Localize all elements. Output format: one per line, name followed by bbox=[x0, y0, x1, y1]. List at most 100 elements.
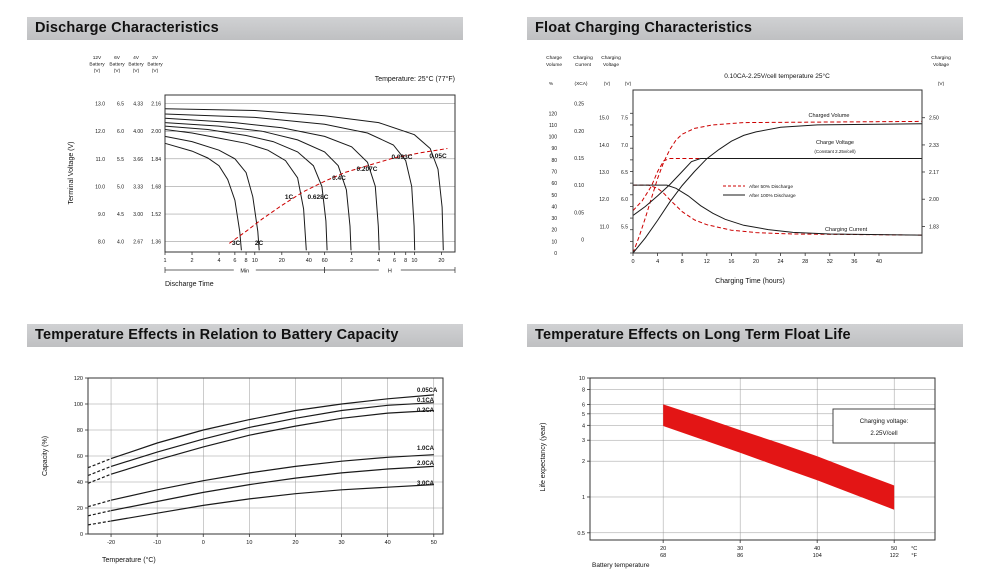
svg-text:40: 40 bbox=[814, 546, 820, 552]
svg-text:(V): (V) bbox=[604, 81, 611, 87]
svg-text:0.4C: 0.4C bbox=[332, 175, 346, 182]
svg-text:Battery: Battery bbox=[109, 62, 125, 68]
svg-text:0.05CA: 0.05CA bbox=[417, 388, 438, 394]
svg-text:1.83: 1.83 bbox=[929, 224, 939, 230]
svg-text:4.5: 4.5 bbox=[117, 212, 124, 218]
svg-text:3.00: 3.00 bbox=[133, 212, 143, 218]
section-header-temperature-capacity: Temperature Effects in Relation to Batte… bbox=[27, 324, 463, 347]
svg-text:Discharge Time: Discharge Time bbox=[165, 281, 214, 288]
section-header-float-life: Temperature Effects on Long Term Float L… bbox=[527, 324, 963, 347]
svg-text:12.0: 12.0 bbox=[95, 129, 105, 135]
svg-text:0.10: 0.10 bbox=[574, 183, 584, 189]
svg-text:Temperature (°C): Temperature (°C) bbox=[102, 556, 156, 564]
svg-text:4: 4 bbox=[582, 423, 585, 429]
svg-text:100: 100 bbox=[74, 402, 83, 408]
svg-text:28: 28 bbox=[802, 259, 808, 265]
svg-text:11.0: 11.0 bbox=[96, 157, 106, 163]
svg-text:6.0: 6.0 bbox=[621, 197, 628, 203]
svg-text:0.1CA: 0.1CA bbox=[417, 398, 435, 404]
svg-text:(V): (V) bbox=[938, 81, 945, 87]
svg-text:%: % bbox=[549, 81, 554, 87]
svg-text:3.33: 3.33 bbox=[133, 184, 143, 190]
svg-text:16: 16 bbox=[728, 259, 734, 265]
svg-text:4: 4 bbox=[377, 258, 380, 264]
svg-text:3C: 3C bbox=[232, 240, 241, 247]
svg-text:Temperature: 25°C (77°F): Temperature: 25°C (77°F) bbox=[375, 75, 455, 83]
float-life-chart: 206830864010450122°C°F1086543210.5Chargi… bbox=[540, 376, 936, 569]
svg-text:68: 68 bbox=[660, 553, 666, 559]
svg-text:32: 32 bbox=[827, 259, 833, 265]
svg-text:0.628C: 0.628C bbox=[308, 194, 329, 201]
svg-text:3.66: 3.66 bbox=[133, 157, 143, 163]
svg-text:Battery temperature: Battery temperature bbox=[592, 562, 650, 569]
svg-text:50: 50 bbox=[891, 546, 897, 552]
svg-text:3: 3 bbox=[582, 438, 585, 444]
svg-text:8: 8 bbox=[245, 258, 248, 264]
svg-text:1C: 1C bbox=[285, 194, 294, 201]
svg-text:2V: 2V bbox=[152, 55, 159, 61]
svg-text:10: 10 bbox=[551, 239, 557, 245]
svg-text:Terminal Voltage (V): Terminal Voltage (V) bbox=[68, 141, 75, 204]
svg-text:20: 20 bbox=[438, 258, 444, 264]
svg-text:15.0: 15.0 bbox=[599, 116, 609, 122]
svg-text:20: 20 bbox=[753, 259, 759, 265]
svg-text:5.5: 5.5 bbox=[621, 224, 628, 230]
svg-text:Battery: Battery bbox=[128, 62, 144, 68]
svg-text:30: 30 bbox=[551, 216, 557, 222]
svg-text:2.00: 2.00 bbox=[929, 197, 939, 203]
svg-text:Voltage: Voltage bbox=[603, 62, 619, 68]
svg-text:Charging voltage:: Charging voltage: bbox=[860, 418, 909, 425]
svg-text:Charge Voltage: Charge Voltage bbox=[816, 140, 854, 146]
svg-text:50: 50 bbox=[431, 540, 437, 546]
svg-text:20: 20 bbox=[660, 546, 666, 552]
svg-text:10: 10 bbox=[246, 540, 252, 546]
svg-text:Life expectancy (year): Life expectancy (year) bbox=[540, 423, 547, 492]
svg-text:1.68: 1.68 bbox=[151, 184, 161, 190]
svg-text:36: 36 bbox=[851, 259, 857, 265]
svg-text:0: 0 bbox=[202, 540, 205, 546]
svg-text:1.84: 1.84 bbox=[151, 157, 161, 163]
svg-text:4: 4 bbox=[218, 258, 221, 264]
svg-text:50: 50 bbox=[551, 193, 557, 199]
svg-text:12: 12 bbox=[704, 259, 710, 265]
svg-text:5.0: 5.0 bbox=[117, 184, 124, 190]
svg-text:104: 104 bbox=[813, 553, 822, 559]
svg-text:10: 10 bbox=[252, 258, 258, 264]
svg-text:0.05: 0.05 bbox=[574, 210, 584, 216]
svg-text:40: 40 bbox=[77, 480, 83, 486]
svg-text:Charged Volume: Charged Volume bbox=[809, 113, 850, 119]
svg-text:10: 10 bbox=[411, 258, 417, 264]
svg-text:8.0: 8.0 bbox=[98, 240, 105, 246]
svg-text:2: 2 bbox=[350, 258, 353, 264]
svg-text:Charging Time (hours): Charging Time (hours) bbox=[715, 278, 785, 285]
svg-text:11.0: 11.0 bbox=[600, 224, 610, 230]
svg-text:After 100% Discharge: After 100% Discharge bbox=[749, 193, 796, 199]
svg-text:60: 60 bbox=[77, 454, 83, 460]
panel-float-charging: Float Charging Characteristics 0 4 8 12 16 20… bbox=[527, 17, 963, 300]
svg-text:°F: °F bbox=[911, 553, 917, 559]
svg-text:(V): (V) bbox=[152, 68, 159, 74]
svg-text:0.5: 0.5 bbox=[577, 531, 585, 537]
svg-text:12.0: 12.0 bbox=[599, 197, 609, 203]
svg-text:(V): (V) bbox=[133, 68, 140, 74]
svg-text:(V): (V) bbox=[625, 81, 632, 87]
svg-text:Voltage: Voltage bbox=[933, 62, 949, 68]
svg-text:0: 0 bbox=[581, 237, 584, 243]
svg-text:10.0: 10.0 bbox=[95, 184, 105, 190]
svg-text:H: H bbox=[388, 269, 392, 275]
svg-text:1: 1 bbox=[163, 258, 166, 264]
svg-text:0.093C: 0.093C bbox=[392, 154, 413, 161]
svg-text:Charging: Charging bbox=[573, 55, 593, 61]
svg-text:5.5: 5.5 bbox=[117, 157, 124, 163]
svg-text:6: 6 bbox=[233, 258, 236, 264]
svg-text:1.0CA: 1.0CA bbox=[417, 446, 435, 452]
svg-text:2: 2 bbox=[582, 459, 585, 465]
svg-text:110: 110 bbox=[549, 123, 557, 129]
svg-text:Current: Current bbox=[575, 62, 592, 68]
svg-text:8: 8 bbox=[681, 259, 684, 265]
svg-text:12V: 12V bbox=[93, 55, 102, 61]
svg-text:80: 80 bbox=[551, 158, 557, 164]
svg-text:1: 1 bbox=[582, 495, 585, 501]
svg-text:6: 6 bbox=[393, 258, 396, 264]
